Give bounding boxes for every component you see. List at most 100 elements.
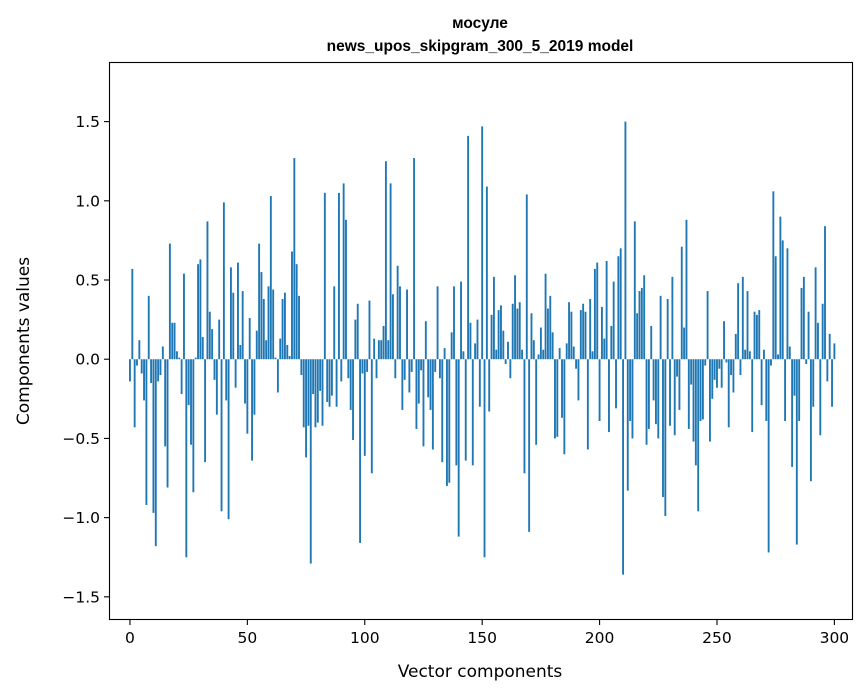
bar-222 xyxy=(650,325,653,360)
bar-47 xyxy=(239,344,242,360)
y-axis-label: Components values xyxy=(14,257,34,425)
bar-68 xyxy=(288,356,291,360)
bar-139 xyxy=(455,359,458,466)
y-axis-ticks: −1.5 −1.0 −0.5 0.0 0.5 1.0 1.5 xyxy=(62,113,110,606)
bar-36 xyxy=(213,359,216,380)
bar-141 xyxy=(460,281,462,360)
bar-45 xyxy=(234,359,237,388)
bar-247 xyxy=(709,359,711,442)
bar-49 xyxy=(244,359,246,404)
bar-27 xyxy=(192,359,195,493)
bar-249 xyxy=(713,359,716,380)
bar-9 xyxy=(150,359,153,383)
bar-253 xyxy=(723,321,725,360)
bar-66 xyxy=(283,292,286,360)
bar-6 xyxy=(143,359,145,401)
bar-121 xyxy=(413,158,416,360)
bar-177 xyxy=(544,273,547,360)
bar-165 xyxy=(516,308,519,360)
bar-0 xyxy=(129,359,131,382)
bar-145 xyxy=(469,322,472,360)
bar-92 xyxy=(345,219,347,360)
bar-146 xyxy=(471,359,474,466)
bar-50 xyxy=(246,359,249,434)
bar-152 xyxy=(485,186,488,360)
bar-122 xyxy=(415,359,418,429)
bar-263 xyxy=(746,291,749,360)
bar-161 xyxy=(507,341,509,360)
bar-190 xyxy=(575,359,578,369)
bar-108 xyxy=(382,325,385,360)
bar-277 xyxy=(779,216,782,360)
bar-97 xyxy=(356,303,359,360)
bar-70 xyxy=(293,158,296,360)
bar-26 xyxy=(190,359,192,445)
bar-69 xyxy=(291,251,293,360)
bar-52 xyxy=(251,359,253,461)
bar-192 xyxy=(579,310,582,360)
bar-289 xyxy=(807,311,810,360)
bar-205 xyxy=(610,325,613,360)
bar-178 xyxy=(546,308,549,360)
bar-231 xyxy=(671,276,674,360)
bar-292 xyxy=(814,267,817,360)
bar-234 xyxy=(678,359,681,410)
bar-269 xyxy=(760,359,763,406)
bar-227 xyxy=(662,359,664,498)
bar-251 xyxy=(718,359,721,369)
bar-15 xyxy=(164,359,167,447)
bar-134 xyxy=(443,348,446,360)
bar-147 xyxy=(474,343,477,360)
bar-58 xyxy=(265,340,268,360)
bar-226 xyxy=(659,295,662,360)
bar-270 xyxy=(763,349,765,360)
bar-153 xyxy=(488,359,491,412)
bar-126 xyxy=(424,321,427,360)
bar-105 xyxy=(375,359,378,379)
y-tick-label: 0.5 xyxy=(75,272,100,290)
bar-160 xyxy=(504,359,507,364)
bar-142 xyxy=(462,351,465,360)
bar-144 xyxy=(467,135,470,360)
bar-13 xyxy=(159,359,162,376)
bar-162 xyxy=(509,359,512,379)
bar-202 xyxy=(603,338,606,360)
bar-20 xyxy=(175,351,178,360)
bar-272 xyxy=(767,359,770,553)
bar-158 xyxy=(500,305,502,360)
bar-243 xyxy=(699,359,702,421)
bar-188 xyxy=(570,311,573,360)
bar-164 xyxy=(514,275,516,360)
bar-53 xyxy=(253,359,256,415)
bar-129 xyxy=(431,359,434,450)
bar-255 xyxy=(727,359,730,428)
bar-293 xyxy=(817,322,819,360)
bar-180 xyxy=(551,332,554,360)
bar-236 xyxy=(683,327,686,360)
bar-217 xyxy=(638,291,641,360)
bar-260 xyxy=(739,359,742,376)
bar-283 xyxy=(793,359,796,396)
bar-91 xyxy=(342,183,345,360)
bar-172 xyxy=(532,340,535,360)
bar-237 xyxy=(685,219,688,360)
bar-39 xyxy=(220,359,223,512)
bar-10 xyxy=(152,359,155,513)
bar-59 xyxy=(267,286,270,360)
bar-257 xyxy=(732,359,735,393)
bar-219 xyxy=(643,275,646,360)
bar-221 xyxy=(647,359,650,429)
bar-275 xyxy=(774,256,777,360)
bar-90 xyxy=(340,359,343,382)
bar-137 xyxy=(450,332,453,360)
bar-132 xyxy=(438,359,441,379)
bar-87 xyxy=(333,286,336,360)
bar-157 xyxy=(497,310,500,360)
bar-182 xyxy=(556,359,559,437)
bar-112 xyxy=(392,294,394,360)
bar-163 xyxy=(511,303,514,360)
bar-8 xyxy=(147,295,150,360)
bar-114 xyxy=(396,265,399,360)
bar-124 xyxy=(420,359,423,371)
bar-2 xyxy=(133,359,136,428)
